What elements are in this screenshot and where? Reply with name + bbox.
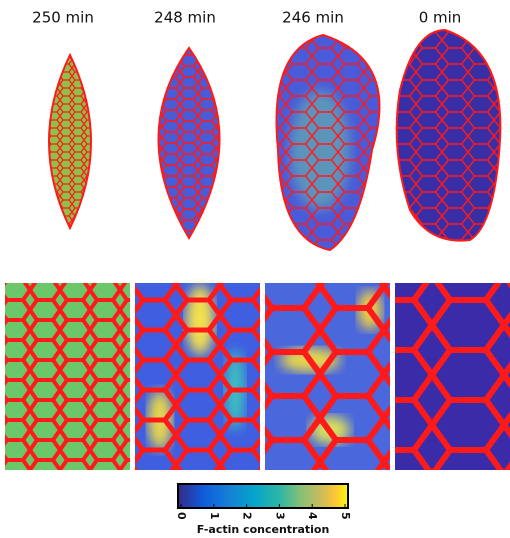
tissue-0 <box>397 30 501 241</box>
colorbar-tick-label: 5 <box>339 512 352 520</box>
zoom-248 <box>135 283 260 470</box>
panel-label: 248 min <box>154 9 216 27</box>
tissue-246 <box>276 35 379 250</box>
colorbar-label: F-actin concentration <box>197 523 330 536</box>
zoom-246 <box>265 283 390 470</box>
colorbar-tick-label: 3 <box>273 512 286 520</box>
panel-label: 246 min <box>282 9 344 27</box>
zoom-0 <box>395 283 510 470</box>
panel-label: 250 min <box>32 9 94 27</box>
tissue-248 <box>159 48 220 238</box>
tissue-250 <box>49 55 91 228</box>
colorbar-tick-label: 2 <box>241 512 254 520</box>
colorbar-tick-label: 1 <box>208 512 221 520</box>
zoom-250 <box>5 283 130 470</box>
colorbar-tick-label: 4 <box>306 512 319 520</box>
panel-label: 0 min <box>419 9 462 27</box>
colorbar <box>178 484 348 508</box>
figure: F-actin concentration 250 min248 min246 … <box>0 0 510 538</box>
colorbar-tick-label: 0 <box>175 512 188 520</box>
